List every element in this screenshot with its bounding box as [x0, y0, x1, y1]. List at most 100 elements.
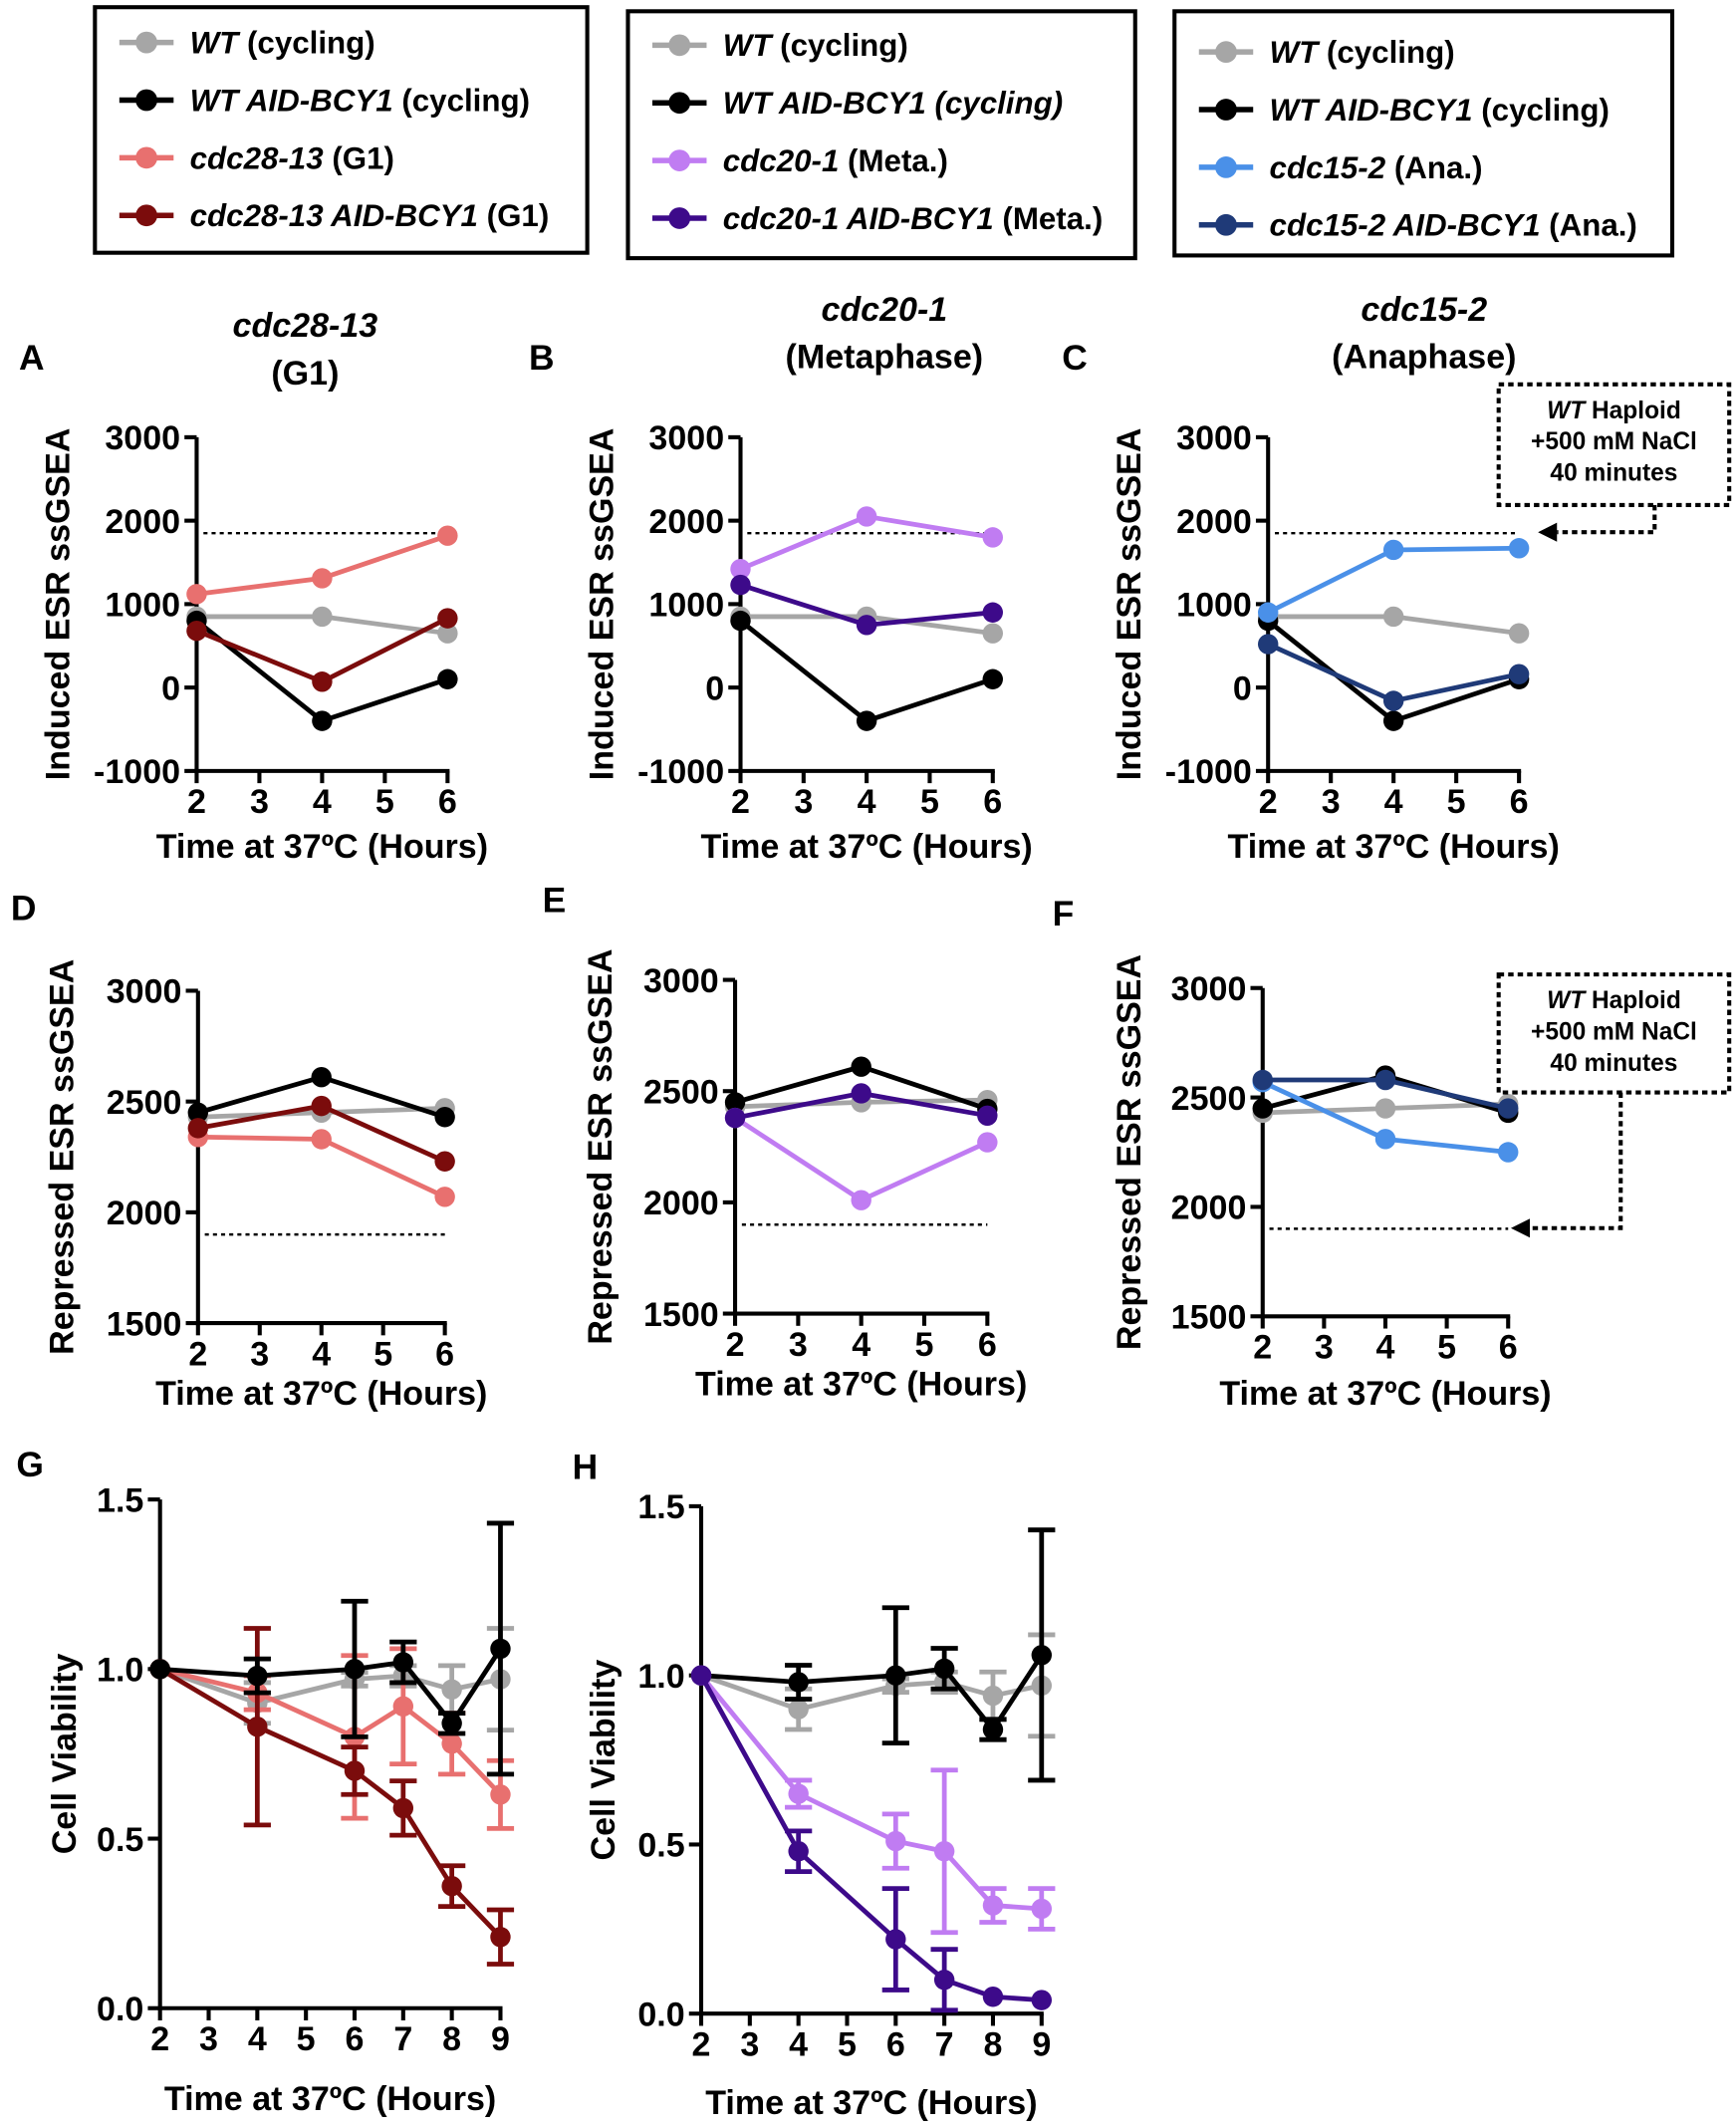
x-axis-label: Time at 37ºC (Hours) — [155, 1375, 487, 1413]
legend-1: WT (cycling)WT AID-BCY1 (cycling)cdc28-1… — [93, 5, 590, 255]
data-point — [311, 1129, 332, 1150]
data-point — [437, 608, 458, 629]
y-tick-label: 1000 — [648, 587, 724, 625]
text-part: (cycling) — [238, 26, 374, 61]
legend-marker — [1215, 213, 1237, 236]
text-part: 40 minutes — [1550, 459, 1677, 486]
data-point — [186, 620, 207, 642]
data-point — [392, 1797, 414, 1819]
data-point — [441, 1875, 462, 1897]
y-tick-label: 2500 — [107, 1084, 182, 1122]
data-point — [1257, 602, 1279, 623]
x-tick-label: 7 — [935, 2025, 954, 2063]
text-part: cdc20-1 AID-BCY1 — [723, 201, 994, 236]
x-tick-label: 4 — [1376, 1328, 1395, 1366]
legend-box — [1172, 9, 1675, 258]
annotation-box — [1496, 972, 1732, 1095]
data-point — [149, 1659, 170, 1680]
x-tick-label: 4 — [248, 2020, 267, 2058]
panel-g: G 1.5 1.0 0.5 0.02 3 4 5 6 7 8 9 Time at 37ºC (Hours… — [16, 1445, 515, 2118]
x-axis-label: Time at 37ºC (Hours) — [700, 828, 1032, 866]
series-line — [699, 1674, 1042, 1912]
y-tick-label: 0 — [161, 669, 180, 707]
data-point — [186, 584, 207, 605]
x-tick-label: 5 — [920, 783, 939, 821]
y-tick-label: 0.5 — [637, 1827, 684, 1865]
y-axis-label: Cell Viability — [585, 1660, 622, 1861]
data-point — [490, 1638, 511, 1660]
legend-marker — [135, 31, 157, 54]
y-tick-label: 0 — [705, 669, 724, 707]
data-point — [490, 1927, 511, 1948]
x-axis-label: Time at 37ºC (Hours) — [164, 2080, 496, 2118]
series-line — [733, 1116, 989, 1203]
x-tick-label: 6 — [1510, 783, 1529, 821]
text-part: (cycling) — [1473, 93, 1610, 128]
data-point — [1031, 1990, 1053, 2010]
text-part: WT — [1547, 398, 1587, 424]
data-point — [437, 668, 458, 689]
panel-letter: F — [1053, 894, 1075, 933]
data-point — [856, 710, 877, 731]
y-axis-label: Repressed ESR ssGSEA — [44, 959, 82, 1355]
text-part: (Metaphase) — [786, 338, 984, 376]
text-part: WT — [723, 28, 775, 63]
data-point — [885, 1929, 906, 1950]
data-point — [982, 1895, 1004, 1916]
series-line — [159, 1667, 503, 1796]
data-point — [1374, 1069, 1396, 1091]
arrowhead-icon — [1510, 1218, 1531, 1238]
y-axis-label: Induced ESR ssGSEA — [1111, 428, 1148, 781]
y-tick-label: 2500 — [1171, 1080, 1247, 1118]
x-tick-label: 3 — [789, 1326, 808, 1364]
data-point — [982, 1987, 1004, 2007]
x-tick-label: 2 — [187, 783, 206, 821]
data-point — [1508, 623, 1530, 644]
data-point — [885, 1665, 906, 1686]
legend-entry: cdc28-13 (G1) — [119, 140, 394, 175]
y-tick-label: 2000 — [1176, 503, 1252, 541]
y-tick-label: 1000 — [105, 587, 180, 625]
x-tick-label: 6 — [978, 1326, 997, 1364]
y-tick-label: 1.0 — [637, 1658, 684, 1696]
legend-label: WT (cycling) — [190, 26, 375, 61]
series-3 — [690, 1665, 1053, 2013]
x-tick-label: 9 — [491, 2020, 510, 2058]
x-tick-label: 5 — [838, 2025, 857, 2063]
text-part: WT — [190, 26, 242, 61]
legend-box — [625, 9, 1137, 261]
panel-title: (G1) — [271, 355, 339, 393]
x-axis-label: Time at 37ºC (Hours) — [156, 828, 488, 866]
data-point — [788, 1699, 809, 1720]
data-point — [982, 623, 1003, 644]
legend-label: WT (cycling) — [1270, 35, 1455, 70]
annotation-text: +500 mM NaCl — [1531, 1018, 1697, 1045]
y-axis-label: Repressed ESR ssGSEA — [582, 948, 620, 1344]
panel-letter: E — [543, 880, 567, 920]
x-tick-label: 6 — [435, 1335, 454, 1373]
legend-marker — [1215, 41, 1237, 64]
x-tick-label: 4 — [858, 783, 876, 821]
data-point — [851, 1056, 871, 1077]
panel-letter: A — [19, 338, 45, 378]
y-tick-label: 2000 — [1171, 1190, 1247, 1227]
x-tick-label: 5 — [373, 1335, 392, 1373]
legend-entry: cdc20-1 (Meta.) — [651, 143, 948, 178]
legend-marker — [1215, 156, 1237, 178]
data-point — [982, 527, 1003, 548]
data-point — [856, 615, 877, 636]
data-point — [730, 610, 751, 632]
x-tick-label: 2 — [188, 1335, 207, 1373]
data-point — [1382, 539, 1404, 561]
y-tick-label: 0.0 — [97, 1991, 143, 2028]
x-tick-label: 3 — [250, 1335, 269, 1373]
series-3 — [149, 1520, 515, 1777]
text-part: cdc15-2 — [1361, 291, 1487, 329]
series-3 — [1257, 634, 1530, 711]
x-tick-label: 6 — [438, 783, 457, 821]
x-tick-label: 3 — [740, 2025, 759, 2063]
text-part: +500 mM NaCl — [1531, 428, 1697, 455]
data-point — [490, 1784, 511, 1805]
series-1 — [149, 1646, 515, 1831]
